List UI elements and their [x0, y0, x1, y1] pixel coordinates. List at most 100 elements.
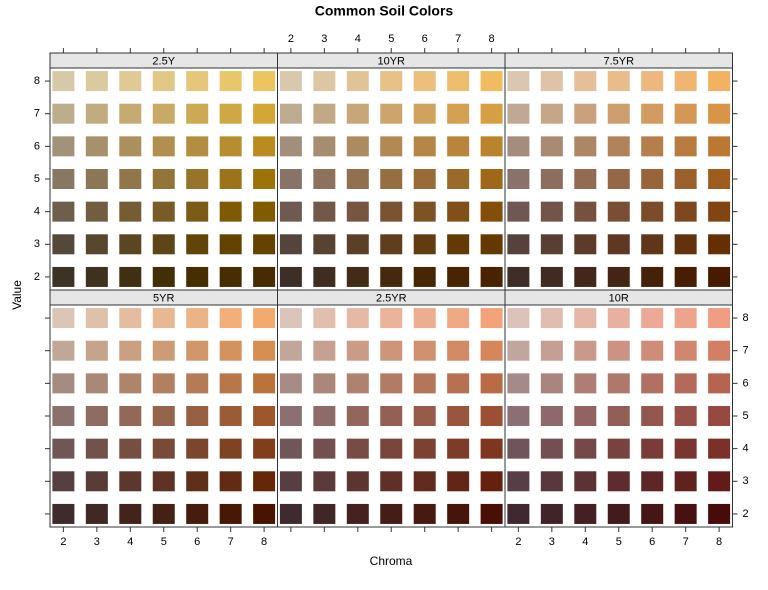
color-tile — [708, 308, 731, 329]
color-tile — [253, 308, 276, 329]
color-tile — [480, 201, 503, 222]
color-tile — [85, 169, 108, 189]
x-tick-label: 3 — [321, 33, 327, 45]
color-tile — [52, 136, 75, 157]
color-tile — [279, 438, 302, 459]
color-tile — [152, 71, 175, 92]
color-tile — [253, 71, 276, 92]
color-tile — [540, 438, 563, 459]
color-tile — [413, 471, 436, 492]
color-tile — [447, 266, 470, 287]
color-tile — [507, 373, 530, 394]
color-tile — [152, 373, 175, 394]
color-tile — [186, 438, 209, 459]
color-tile — [52, 438, 75, 459]
color-tile — [119, 438, 142, 459]
color-tile — [540, 201, 563, 222]
panel-title: 2.5YR — [376, 292, 407, 304]
color-tile — [380, 373, 403, 394]
color-tile — [253, 103, 276, 124]
color-tile — [447, 136, 470, 157]
color-tile — [413, 234, 436, 255]
color-tile — [708, 169, 731, 189]
color-tile — [52, 471, 75, 492]
color-tile — [447, 406, 470, 426]
color-tile — [219, 373, 242, 394]
color-tile — [607, 136, 630, 157]
color-tile — [507, 103, 530, 124]
panel-title: 10YR — [377, 55, 405, 67]
color-tile — [119, 169, 142, 189]
color-tile — [540, 266, 563, 287]
color-tile — [119, 103, 142, 124]
color-tile — [313, 438, 336, 459]
color-tile — [380, 503, 403, 524]
color-tile — [480, 103, 503, 124]
color-tile — [574, 503, 597, 524]
color-tile — [380, 340, 403, 361]
color-tile — [52, 201, 75, 222]
color-tile — [447, 340, 470, 361]
color-tile — [186, 340, 209, 361]
x-tick-label: 5 — [388, 33, 394, 45]
color-tile — [641, 373, 664, 394]
color-tile — [480, 471, 503, 492]
color-tile — [346, 471, 369, 492]
color-tile — [279, 503, 302, 524]
x-tick-label: 7 — [683, 536, 689, 548]
color-tile — [413, 438, 436, 459]
color-tile — [186, 471, 209, 492]
color-tile — [607, 308, 630, 329]
panel-title: 2.5Y — [152, 55, 175, 67]
color-tile — [152, 471, 175, 492]
x-tick-label: 4 — [127, 536, 133, 548]
color-tile — [186, 103, 209, 124]
color-tile — [507, 71, 530, 92]
color-tile — [507, 340, 530, 361]
color-tile — [152, 201, 175, 222]
color-tile — [346, 373, 369, 394]
color-tile — [313, 471, 336, 492]
color-tile — [279, 234, 302, 255]
color-tile — [85, 503, 108, 524]
color-tile — [674, 234, 697, 255]
color-tile — [346, 406, 369, 426]
chart-title: Common Soil Colors — [315, 3, 454, 19]
x-tick-label: 3 — [549, 536, 555, 548]
color-tile — [380, 471, 403, 492]
color-tile — [708, 471, 731, 492]
color-tile — [447, 201, 470, 222]
color-tile — [52, 266, 75, 287]
color-tile — [119, 471, 142, 492]
y-tick-label: 5 — [34, 173, 40, 185]
color-tile — [313, 266, 336, 287]
x-tick-label: 8 — [716, 536, 722, 548]
color-tile — [607, 266, 630, 287]
color-tile — [540, 234, 563, 255]
color-tile — [507, 234, 530, 255]
color-tile — [219, 71, 242, 92]
color-tile — [574, 169, 597, 189]
color-tile — [413, 71, 436, 92]
color-tile — [380, 201, 403, 222]
color-tile — [447, 438, 470, 459]
color-tile — [253, 503, 276, 524]
color-tile — [540, 340, 563, 361]
color-tile — [380, 103, 403, 124]
color-tile — [186, 266, 209, 287]
color-tile — [152, 503, 175, 524]
color-tile — [152, 340, 175, 361]
color-tile — [540, 503, 563, 524]
color-tile — [219, 201, 242, 222]
color-tile — [219, 308, 242, 329]
y-tick-label: 6 — [34, 140, 40, 152]
color-tile — [52, 340, 75, 361]
x-tick-label: 5 — [616, 536, 622, 548]
y-tick-label: 6 — [743, 377, 749, 389]
color-tile — [641, 503, 664, 524]
y-tick-label: 3 — [34, 238, 40, 250]
color-tile — [253, 471, 276, 492]
color-tile — [253, 201, 276, 222]
color-tile — [186, 71, 209, 92]
color-tile — [119, 136, 142, 157]
